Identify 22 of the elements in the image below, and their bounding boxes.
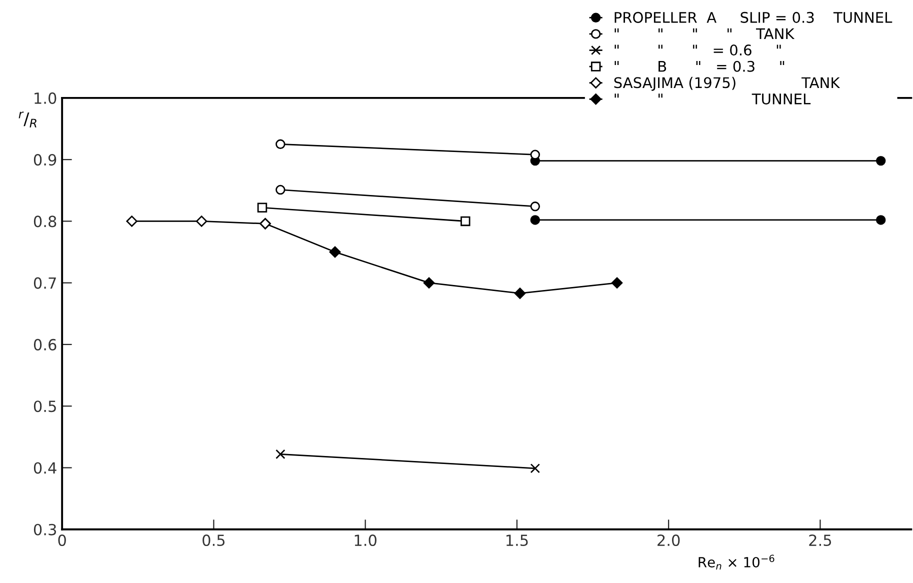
legend-label: SASAJIMA (1975) TANK — [614, 76, 840, 91]
legend-label: " " " " TANK — [614, 28, 795, 40]
y-tick-label: 0.8 — [34, 216, 56, 228]
x-tick-label: 0.5 — [202, 534, 225, 546]
y-tick-label: 0.4 — [34, 462, 56, 474]
y-tick-label: 0.6 — [34, 338, 56, 350]
y-tick-label: 0.7 — [34, 277, 56, 289]
legend-label: PROPELLER A SLIP = 0.3 TUNNEL — [614, 12, 892, 23]
legend-label: " B " = 0.3 " — [614, 60, 784, 72]
x-tick-label: 1.5 — [506, 534, 528, 546]
y-axis-title: $^{r}$/$_{R}$ — [18, 112, 36, 128]
y-tick-label: 1.0 — [34, 92, 56, 104]
x-tick-label: 1.0 — [354, 534, 376, 546]
x-tick-label: 2.0 — [658, 534, 680, 546]
y-tick-label: 0.3 — [34, 524, 56, 536]
legend-label: " " TUNNEL — [614, 94, 811, 104]
legend-label: " " " = 0.6 " — [614, 44, 781, 56]
y-tick-label: 0.5 — [34, 400, 56, 412]
y-tick-label: 0.9 — [34, 154, 56, 166]
x-axis-title: Re$_{n}$ × 10$^{−6}$ — [698, 554, 774, 570]
x-tick-label: 2.5 — [809, 534, 832, 546]
x-tick-label: 0 — [58, 534, 66, 546]
